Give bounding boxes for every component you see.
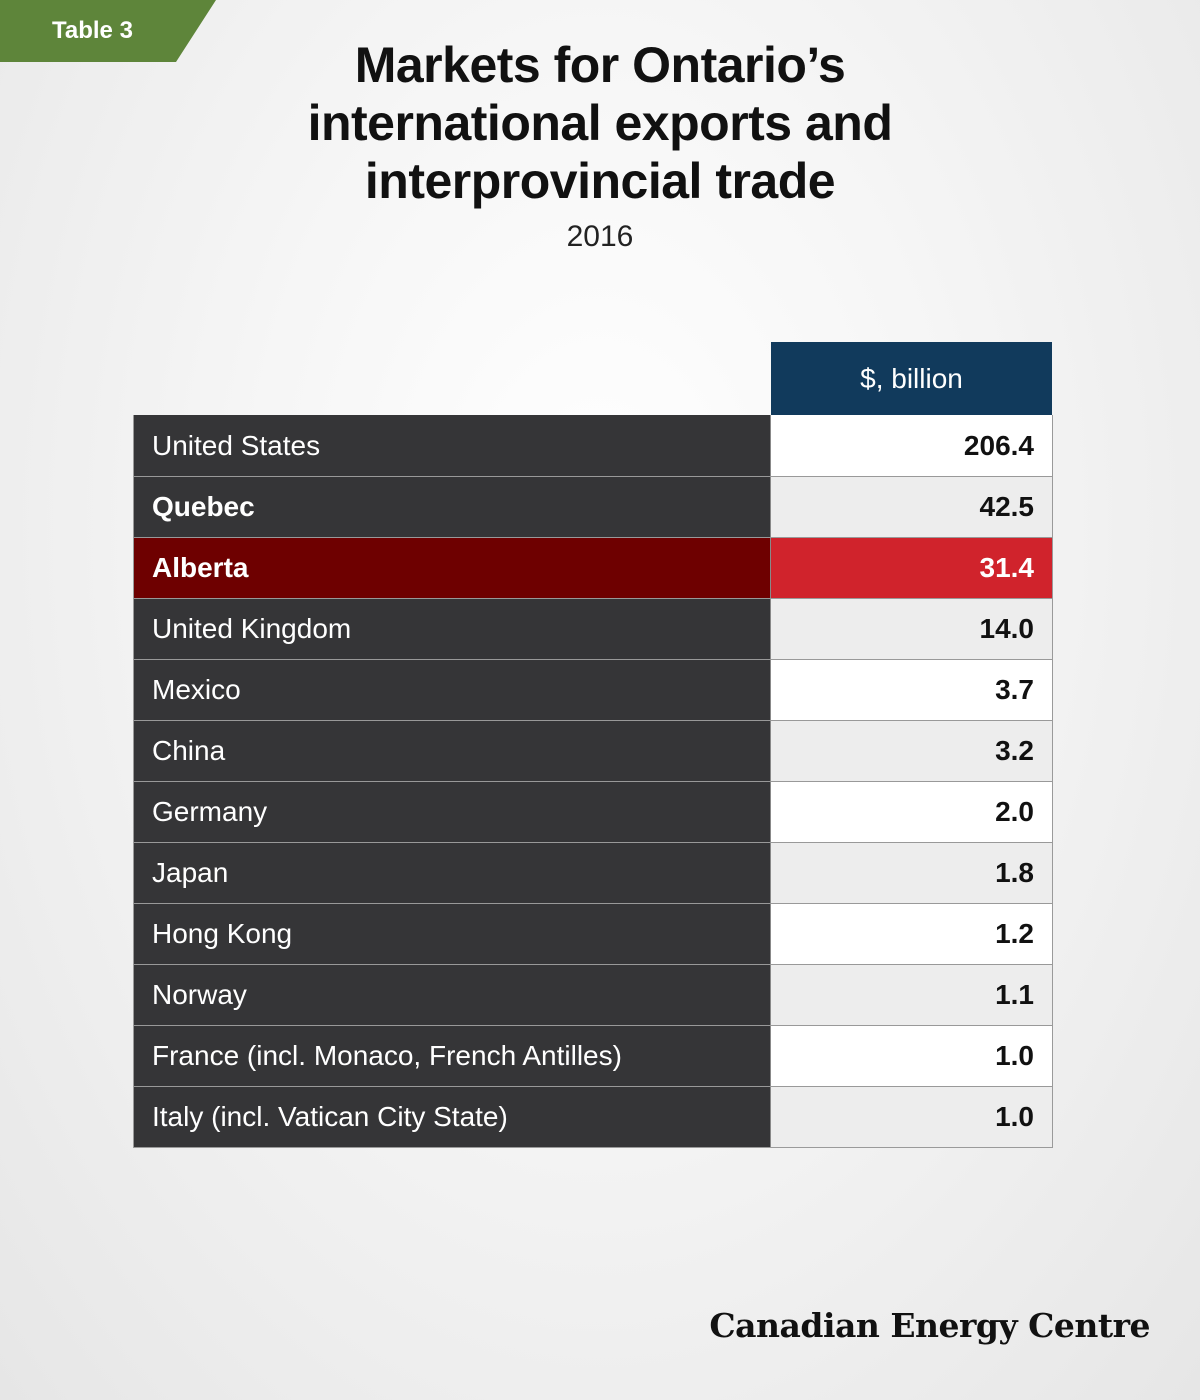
row-label: Italy (incl. Vatican City State) bbox=[134, 1087, 771, 1147]
row-value: 1.2 bbox=[771, 904, 1052, 964]
row-value: 31.4 bbox=[771, 538, 1052, 598]
row-label: France (incl. Monaco, French Antilles) bbox=[134, 1026, 771, 1086]
table-row: Alberta 31.4 bbox=[134, 537, 1052, 598]
table-row: Italy (incl. Vatican City State) 1.0 bbox=[134, 1086, 1052, 1147]
row-value: 14.0 bbox=[771, 599, 1052, 659]
table-row: Japan 1.8 bbox=[134, 842, 1052, 903]
row-value: 1.8 bbox=[771, 843, 1052, 903]
row-label: United Kingdom bbox=[134, 599, 771, 659]
column-header-value: $, billion bbox=[771, 342, 1052, 415]
table-row: France (incl. Monaco, French Antilles) 1.… bbox=[134, 1025, 1052, 1086]
row-value: 3.7 bbox=[771, 660, 1052, 720]
chart-title: Markets for Ontario’s international expo… bbox=[0, 36, 1200, 210]
row-label: China bbox=[134, 721, 771, 781]
chart-subtitle: 2016 bbox=[566, 220, 634, 253]
table-number-label: Table 3 bbox=[52, 17, 133, 44]
row-label: United States bbox=[134, 415, 771, 476]
title-line-1: Markets for Ontario’s bbox=[354, 37, 846, 93]
title-line-2: international exports and bbox=[307, 95, 893, 151]
table-number-tag: Table 3 bbox=[0, 0, 216, 62]
row-value: 206.4 bbox=[771, 415, 1052, 476]
row-value: 2.0 bbox=[771, 782, 1052, 842]
row-value: 1.0 bbox=[771, 1087, 1052, 1147]
table-row: Quebec 42.5 bbox=[134, 476, 1052, 537]
row-value: 42.5 bbox=[771, 477, 1052, 537]
table-row: China 3.2 bbox=[134, 720, 1052, 781]
row-label: Germany bbox=[134, 782, 771, 842]
table-row: United States 206.4 bbox=[134, 415, 1052, 476]
table-row: Hong Kong 1.2 bbox=[134, 903, 1052, 964]
table-row: Norway 1.1 bbox=[134, 964, 1052, 1025]
row-label: Japan bbox=[134, 843, 771, 903]
brand-logo: Canadian Energy Centre bbox=[709, 1306, 1150, 1345]
table-row: Germany 2.0 bbox=[134, 781, 1052, 842]
table-row: Mexico 3.7 bbox=[134, 659, 1052, 720]
row-label: Quebec bbox=[134, 477, 771, 537]
title-line-3: interprovincial trade bbox=[364, 153, 836, 209]
table-row: United Kingdom 14.0 bbox=[134, 598, 1052, 659]
row-value: 1.1 bbox=[771, 965, 1052, 1025]
row-label: Norway bbox=[134, 965, 771, 1025]
row-label: Hong Kong bbox=[134, 904, 771, 964]
row-value: 3.2 bbox=[771, 721, 1052, 781]
row-value: 1.0 bbox=[771, 1026, 1052, 1086]
data-table: United States 206.4 Quebec 42.5 Alberta 31.4 U… bbox=[133, 415, 1053, 1148]
row-label: Mexico bbox=[134, 660, 771, 720]
row-label: Alberta bbox=[134, 538, 771, 598]
